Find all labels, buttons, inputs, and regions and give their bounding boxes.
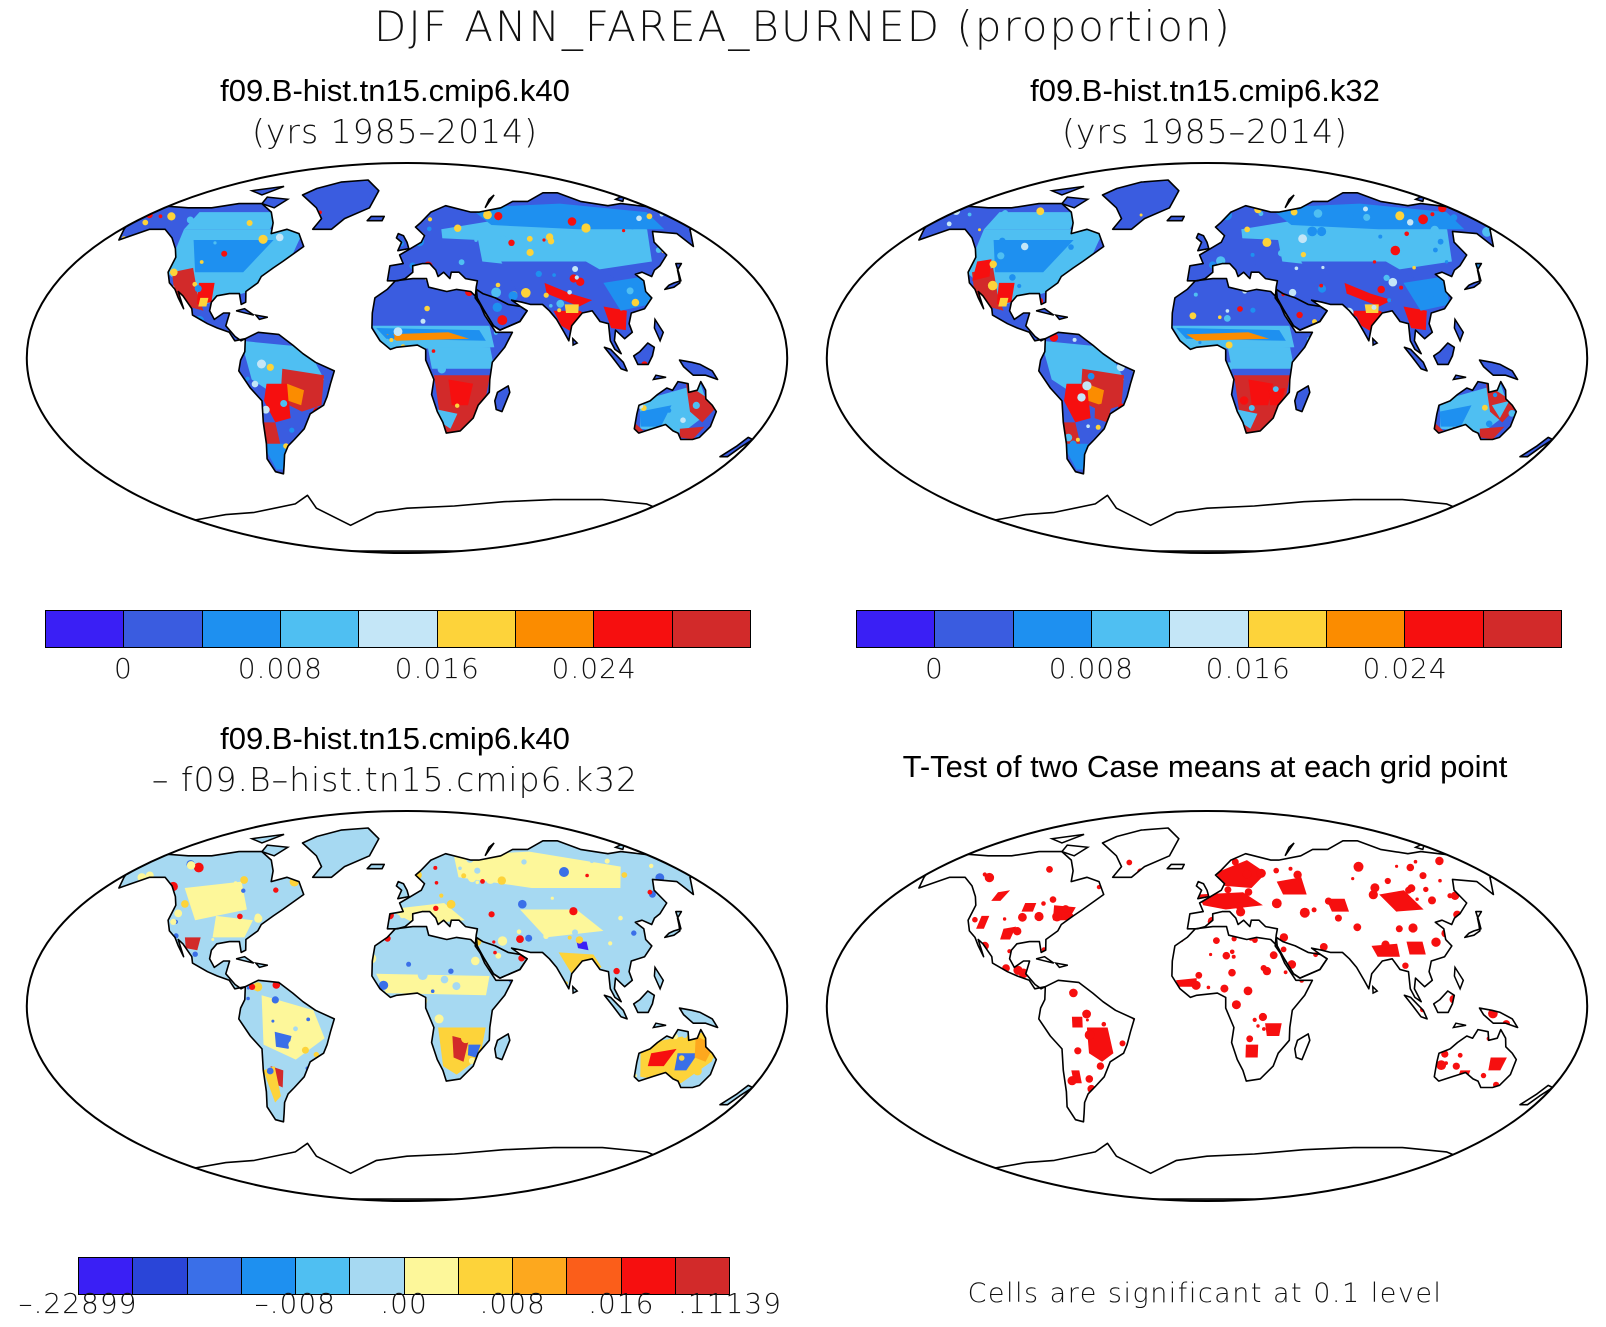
- colorbar-swatch: [133, 1258, 188, 1294]
- colorbar-swatch: [1248, 611, 1327, 647]
- colorbar-swatch: [124, 611, 203, 647]
- colorbar-tick-label: 0: [114, 652, 133, 685]
- colorbar-k32-ticks: 0 0.008 0.016 0.024: [856, 652, 1562, 692]
- colorbar-swatch: [350, 1258, 405, 1294]
- colorbar-tick-label: –.008: [254, 1287, 336, 1320]
- colorbar-tick-label: 0.024: [551, 652, 637, 685]
- colorbar-swatch: [202, 611, 281, 647]
- colorbar-swatch: [567, 1258, 622, 1294]
- map-boundary: [825, 809, 1589, 1203]
- colorbar-swatch: [1091, 611, 1171, 647]
- colorbar-swatch: [857, 611, 936, 647]
- colorbar-swatch: [280, 611, 360, 647]
- colorbar-k40-ticks: 0 0.008 0.016 0.024: [45, 652, 751, 692]
- map-boundary: [25, 161, 789, 555]
- colorbar-k32: [856, 610, 1562, 648]
- colorbar-tick-label: 0.024: [1362, 652, 1448, 685]
- map-panel-k32: [825, 161, 1589, 555]
- colorbar-swatch: [515, 611, 595, 647]
- panel-k32-title: f09.B-hist.tn15.cmip6.k32: [1030, 73, 1380, 108]
- map-boundary: [25, 809, 789, 1203]
- colorbar-tick-label: .00: [380, 1287, 428, 1320]
- map-panel-diff: [25, 809, 789, 1203]
- map-panel-ttest: [825, 809, 1589, 1203]
- colorbar-swatch: [1405, 611, 1484, 647]
- colorbar-swatch: [672, 611, 750, 647]
- colorbar-tick-label: 0: [925, 652, 944, 685]
- colorbar-swatch: [675, 1258, 729, 1294]
- panel-diff-subtitle: – f09.B–hist.tn15.cmip6.k32: [151, 760, 639, 799]
- colorbar-swatch: [1483, 611, 1561, 647]
- panel-ttest-title: T-Test of two Case means at each grid po…: [902, 749, 1508, 784]
- map-boundary: [825, 161, 1589, 555]
- colorbar-swatch: [359, 611, 438, 647]
- colorbar-swatch: [1170, 611, 1249, 647]
- colorbar-tick-label: –.22899: [18, 1287, 138, 1320]
- colorbar-tick-label: 0.016: [1205, 652, 1291, 685]
- colorbar-swatch: [513, 1258, 568, 1294]
- panel-k40-subtitle: (yrs 1985–2014): [252, 112, 538, 151]
- colorbar-swatch: [241, 1258, 296, 1294]
- colorbar-tick-label: 0.008: [237, 652, 323, 685]
- colorbar-diff-ticks: –.22899 –.008 .00 .008 .016 .11139: [19, 1287, 781, 1327]
- colorbar-tick-label: .008: [479, 1287, 546, 1320]
- panel-k32-subtitle: (yrs 1985–2014): [1062, 112, 1348, 151]
- colorbar-swatch: [621, 1258, 676, 1294]
- colorbar-swatch: [458, 1258, 513, 1294]
- panel-k40-title: f09.B-hist.tn15.cmip6.k40: [220, 73, 570, 108]
- colorbar-swatch: [187, 1258, 242, 1294]
- colorbar-swatch: [404, 1258, 459, 1294]
- colorbar-swatch: [935, 611, 1014, 647]
- colorbar-diff: [78, 1257, 730, 1295]
- colorbar-swatch: [1013, 611, 1092, 647]
- panel-diff-title: f09.B-hist.tn15.cmip6.k40: [220, 721, 570, 756]
- colorbar-swatch: [437, 611, 516, 647]
- colorbar-swatch: [79, 1258, 134, 1294]
- colorbar-swatch: [1326, 611, 1406, 647]
- colorbar-swatch: [46, 611, 125, 647]
- colorbar-swatch: [296, 1258, 351, 1294]
- colorbar-swatch: [594, 611, 673, 647]
- colorbar-tick-label: .016: [588, 1287, 655, 1320]
- colorbar-k40: [45, 610, 751, 648]
- colorbar-tick-label: 0.016: [394, 652, 480, 685]
- figure-title: DJF ANN_FAREA_BURNED (proportion): [374, 2, 1232, 51]
- colorbar-tick-label: .11139: [678, 1287, 782, 1320]
- colorbar-tick-label: 0.008: [1048, 652, 1134, 685]
- ttest-note: Cells are significant at 0.1 level: [967, 1278, 1443, 1309]
- map-panel-k40: [25, 161, 789, 555]
